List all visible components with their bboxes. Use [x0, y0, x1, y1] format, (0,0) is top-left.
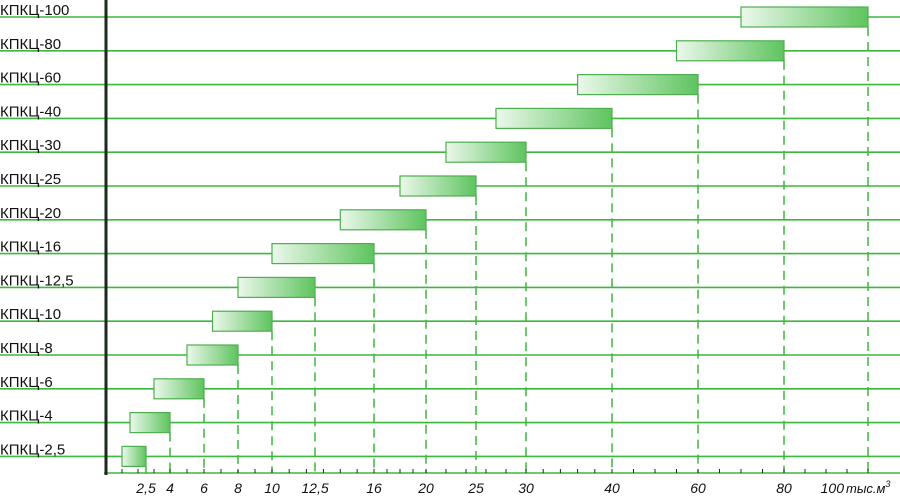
x-tick-label: 80: [776, 480, 792, 496]
range-bar: [495, 107, 613, 130]
category-label: КПКЦ-12,5: [0, 272, 74, 289]
category-label: КПКЦ-40: [0, 103, 61, 120]
range-bar: [675, 40, 785, 62]
category-label: КПКЦ-6: [0, 374, 53, 391]
category-label: КПКЦ-80: [0, 36, 61, 53]
x-tick-label: 2,5: [135, 480, 156, 496]
x-tick-label: 10: [264, 480, 280, 496]
x-tick-label: 16: [366, 480, 382, 496]
axes: [104, 0, 900, 475]
x-tick-label: 60: [690, 480, 706, 496]
x-tick-label: 4: [166, 480, 174, 496]
range-bar: [445, 141, 527, 163]
category-label: КПКЦ-2,5: [0, 441, 65, 458]
x-tick-label: 30: [518, 480, 534, 496]
category-label: КПКЦ-16: [0, 239, 61, 256]
range-bar: [129, 412, 171, 434]
x-tick-label: 6: [200, 480, 208, 496]
range-bar: [740, 6, 869, 28]
category-label: КПКЦ-60: [0, 70, 61, 87]
range-bar: [339, 209, 427, 231]
x-tick-label: 25: [467, 480, 484, 496]
category-label: КПКЦ-30: [0, 137, 61, 154]
x-tick-label: 100: [821, 480, 845, 496]
x-axis-unit-label: тыс.м3: [846, 479, 890, 496]
x-tick-label: 8: [234, 480, 242, 496]
x-tick-label: 12,5: [301, 480, 328, 496]
category-labels: КПКЦ-100 КПКЦ-80 КПКЦ-60 КПКЦ-40 КПКЦ-30 КПКЦ…: [0, 2, 74, 458]
range-bar: [271, 243, 375, 265]
range-bar: [576, 73, 699, 96]
category-label: КПКЦ-4: [0, 408, 53, 425]
x-tick-label: 40: [604, 480, 620, 496]
category-label: КПКЦ-10: [0, 306, 61, 323]
range-bar: [211, 310, 273, 332]
category-label: КПКЦ-8: [0, 340, 53, 357]
range-bar: [237, 276, 316, 298]
range-bar: [399, 175, 477, 197]
x-tick-labels: 2,5 4 6 8 10 12,5 16 20 25 30 40 60 80 100: [135, 480, 844, 496]
gridlines: [0, 16, 900, 458]
tick-dashes: [145, 27, 869, 473]
category-label: КПКЦ-20: [0, 205, 61, 222]
range-bar: [153, 378, 205, 400]
range-bars: [121, 6, 869, 467]
category-label: КПКЦ-25: [0, 171, 61, 188]
category-label: КПКЦ-100: [0, 2, 69, 19]
range-bar: [121, 445, 147, 467]
range-bar: [186, 344, 239, 366]
x-tick-label: 20: [417, 480, 434, 496]
